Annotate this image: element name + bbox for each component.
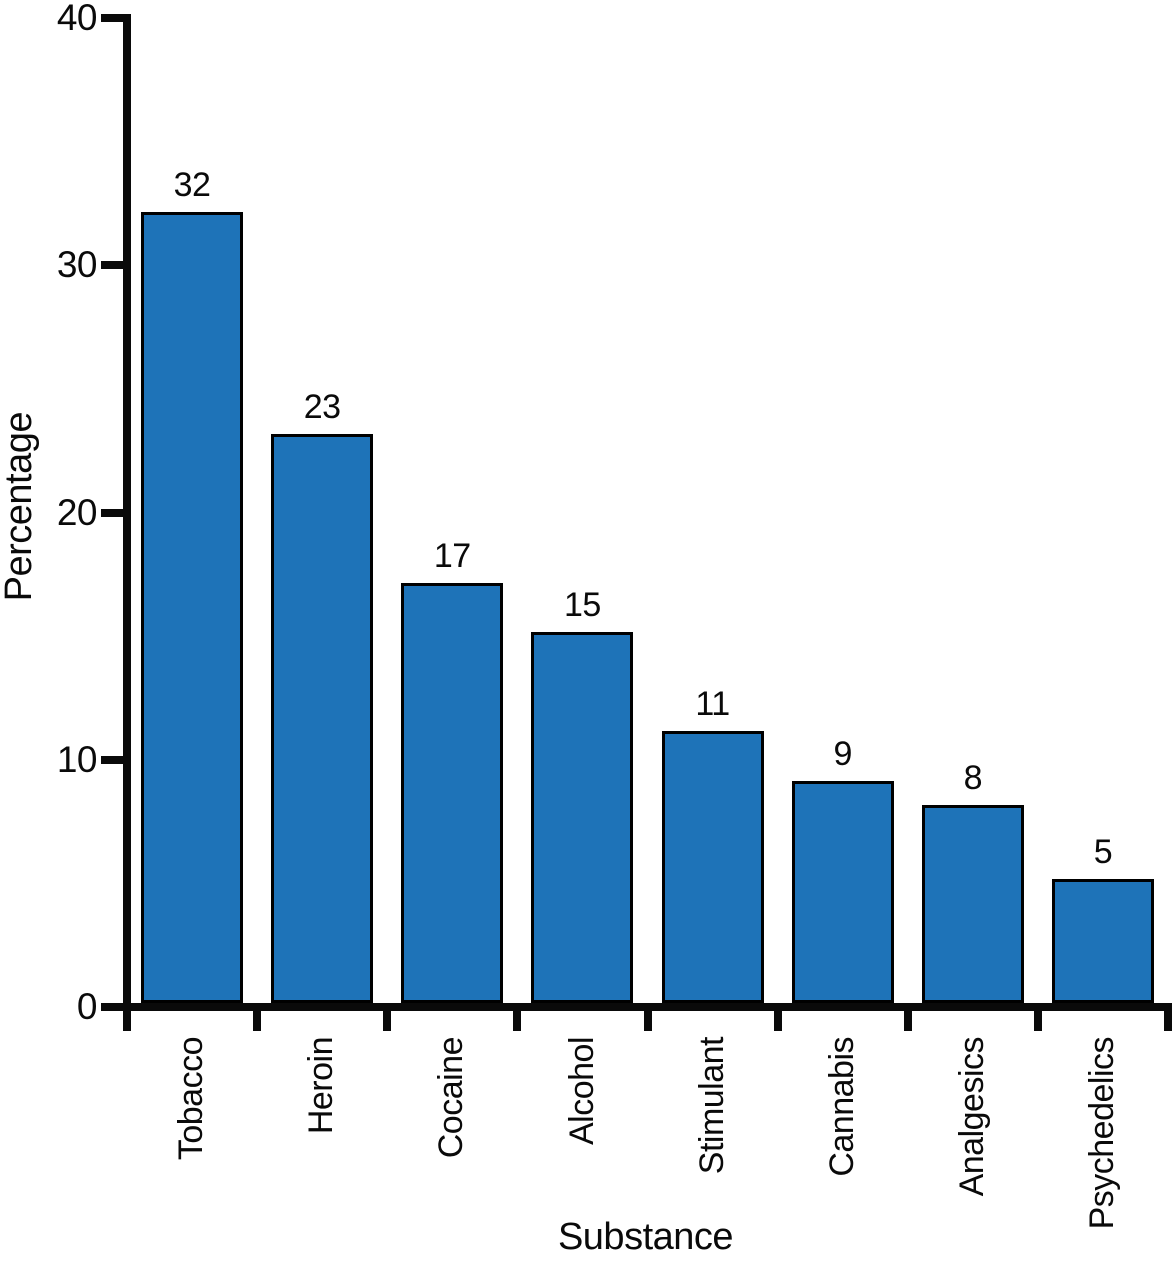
x-category-text: Alcohol bbox=[562, 1037, 601, 1146]
y-tick bbox=[101, 755, 123, 764]
bar-value-label: 23 bbox=[303, 388, 341, 427]
bar-value-label: 11 bbox=[695, 685, 730, 724]
x-tick bbox=[773, 1011, 782, 1031]
x-category-text: Psychedelics bbox=[1083, 1037, 1122, 1230]
x-axis-title: Substance bbox=[557, 1216, 734, 1258]
bar-heroin bbox=[271, 434, 374, 1003]
bar-value-label: 32 bbox=[173, 165, 211, 204]
x-category-text: Heroin bbox=[302, 1037, 341, 1135]
bar-value-label: 9 bbox=[833, 734, 852, 773]
x-category-text: Cannabis bbox=[822, 1037, 861, 1177]
y-tick bbox=[101, 261, 123, 270]
y-tick-label: 30 bbox=[56, 244, 98, 286]
x-axis-line bbox=[123, 1003, 1172, 1011]
x-tick bbox=[903, 1011, 912, 1031]
x-tick bbox=[123, 1011, 131, 1031]
x-tick bbox=[643, 1011, 652, 1031]
bar-stimulant bbox=[661, 731, 764, 1003]
bar-value-label: 15 bbox=[564, 586, 601, 625]
x-tick bbox=[1033, 1011, 1042, 1031]
y-tick-label: 40 bbox=[56, 0, 98, 39]
y-tick bbox=[101, 14, 123, 23]
y-tick-label: 10 bbox=[56, 738, 98, 780]
x-category-text: Stimulant bbox=[692, 1037, 731, 1175]
x-category-text: Cocaine bbox=[432, 1037, 471, 1159]
bar-cannabis bbox=[791, 780, 894, 1003]
bar-value-label: 5 bbox=[1093, 833, 1113, 872]
x-tick bbox=[513, 1011, 522, 1031]
bar-psychedelics bbox=[1051, 879, 1154, 1003]
bar-alcohol bbox=[531, 632, 634, 1003]
y-axis-line bbox=[123, 14, 131, 1011]
y-tick-label: 20 bbox=[56, 491, 98, 533]
y-tick bbox=[101, 508, 123, 517]
x-category-text: Analgesics bbox=[952, 1037, 991, 1197]
bar-cocaine bbox=[401, 582, 504, 1003]
bar-value-label: 17 bbox=[433, 536, 471, 575]
bar-value-label: 8 bbox=[963, 759, 983, 798]
y-tick-label: 0 bbox=[76, 986, 98, 1027]
x-category-text: Tobacco bbox=[172, 1037, 211, 1161]
y-tick bbox=[101, 1003, 123, 1011]
x-tick bbox=[383, 1011, 392, 1031]
x-tick bbox=[1164, 1011, 1172, 1031]
bar-analgesics bbox=[921, 805, 1024, 1003]
x-tick bbox=[253, 1011, 262, 1031]
bar-tobacco bbox=[141, 211, 244, 1003]
